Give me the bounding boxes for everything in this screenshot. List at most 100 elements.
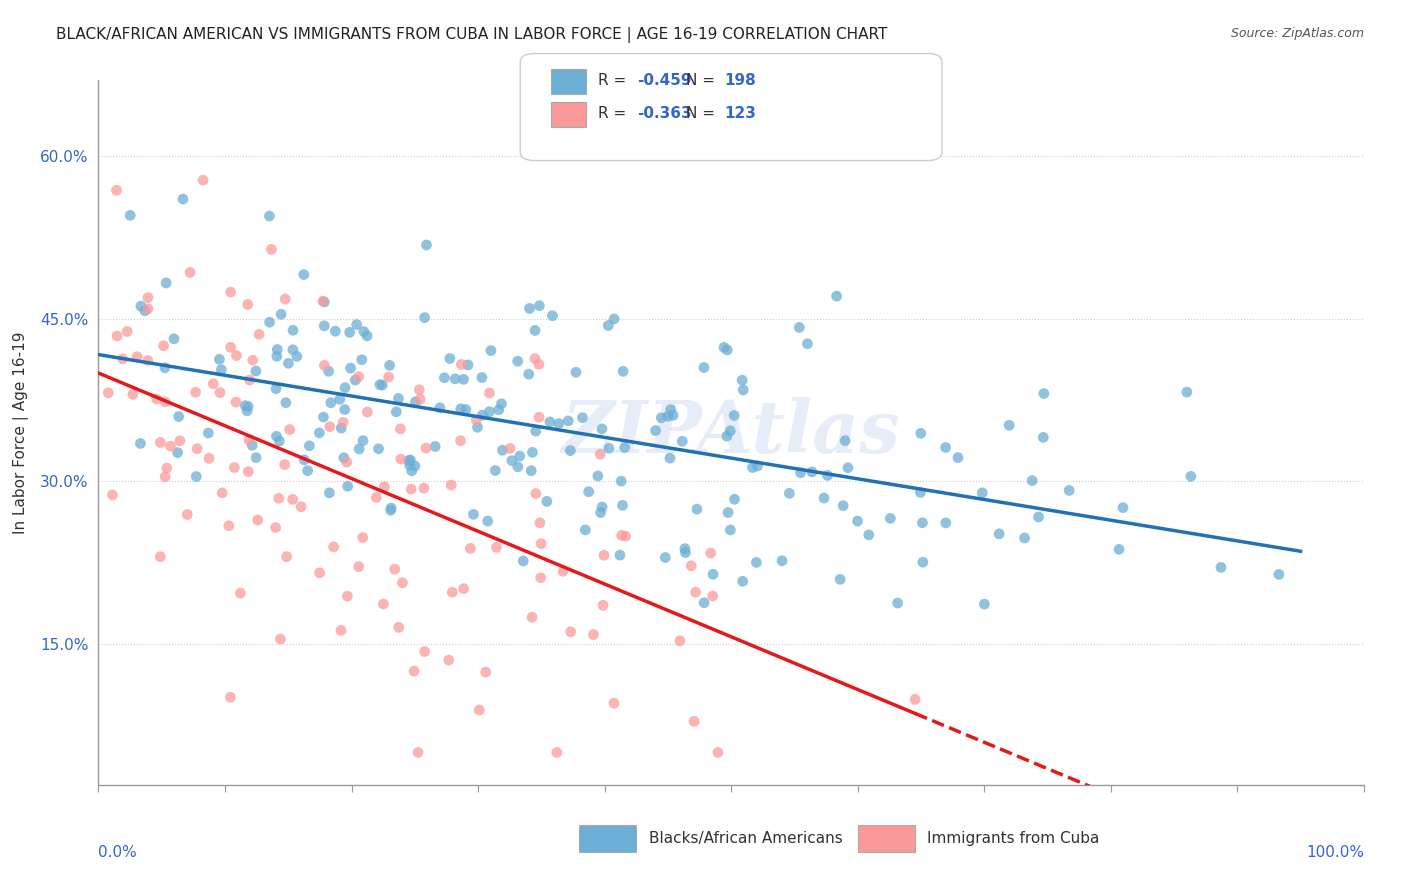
Point <box>239 373 262 387</box>
Point <box>153 469 176 483</box>
Point <box>731 373 754 387</box>
Point <box>1014 531 1036 545</box>
Point <box>524 424 547 438</box>
Point <box>574 523 596 537</box>
Point <box>425 440 447 454</box>
Point <box>662 409 685 423</box>
Point <box>733 383 755 397</box>
Point <box>167 409 190 424</box>
Point <box>266 349 288 363</box>
Text: R =: R = <box>598 106 631 120</box>
Point <box>353 325 375 339</box>
Point <box>333 402 356 417</box>
Point <box>778 486 800 500</box>
Point <box>524 486 547 500</box>
Point <box>832 499 855 513</box>
Point <box>323 324 346 338</box>
FancyBboxPatch shape <box>858 825 914 852</box>
Point <box>266 343 288 357</box>
Point <box>136 353 159 368</box>
Point <box>415 441 437 455</box>
Point <box>97 385 120 400</box>
Point <box>229 586 252 600</box>
Point <box>586 469 609 483</box>
Point <box>1180 469 1202 483</box>
Point <box>406 746 429 760</box>
Point <box>465 413 488 427</box>
Point <box>527 357 550 371</box>
Point <box>879 511 901 525</box>
Point <box>120 208 142 222</box>
Point <box>683 714 706 729</box>
Point <box>391 575 413 590</box>
Point <box>412 481 434 495</box>
Point <box>747 458 769 473</box>
Point <box>454 402 477 417</box>
Point <box>225 349 247 363</box>
Point <box>312 294 335 309</box>
Point <box>717 506 740 520</box>
Point <box>565 365 588 379</box>
Point <box>731 574 754 589</box>
Point <box>264 382 287 396</box>
Point <box>111 351 134 366</box>
Point <box>329 392 352 407</box>
Point <box>333 381 356 395</box>
Point <box>837 460 859 475</box>
Point <box>1032 430 1054 444</box>
Point <box>415 238 437 252</box>
Point <box>356 329 378 343</box>
Text: R =: R = <box>598 73 631 87</box>
Point <box>281 323 304 337</box>
Point <box>273 458 295 472</box>
Point <box>169 434 191 448</box>
Point <box>998 418 1021 433</box>
Point <box>152 339 174 353</box>
Text: Blacks/African Americans: Blacks/African Americans <box>648 831 842 846</box>
Point <box>972 486 994 500</box>
Point <box>450 358 472 372</box>
Point <box>830 572 852 586</box>
Point <box>388 620 411 634</box>
Point <box>707 746 730 760</box>
Point <box>224 460 246 475</box>
Point <box>589 506 612 520</box>
Point <box>318 364 340 378</box>
Point <box>219 690 242 705</box>
Point <box>745 556 768 570</box>
Point <box>471 408 494 422</box>
Point <box>591 500 613 514</box>
Point <box>484 463 506 477</box>
Point <box>274 395 297 409</box>
Point <box>654 550 676 565</box>
Point <box>238 465 260 479</box>
Point <box>460 541 482 556</box>
Point <box>517 367 540 381</box>
Point <box>716 429 738 443</box>
Point <box>825 289 848 303</box>
Point <box>488 402 510 417</box>
Point <box>186 442 208 456</box>
Point <box>479 343 502 358</box>
Point <box>312 409 335 424</box>
Point <box>450 434 472 448</box>
Point <box>547 417 569 431</box>
Point <box>444 372 467 386</box>
Point <box>520 464 543 478</box>
Point <box>409 392 432 407</box>
Point <box>685 585 707 599</box>
Point <box>789 466 811 480</box>
Point <box>529 299 551 313</box>
Point <box>522 445 544 459</box>
Point <box>589 447 612 461</box>
Point <box>593 549 616 563</box>
Point <box>716 343 738 357</box>
Point <box>153 394 176 409</box>
Point <box>485 541 508 555</box>
Point <box>723 409 745 423</box>
Point <box>344 373 367 387</box>
Point <box>557 414 579 428</box>
Point <box>546 746 568 760</box>
Point <box>659 402 682 417</box>
Point <box>330 624 353 638</box>
